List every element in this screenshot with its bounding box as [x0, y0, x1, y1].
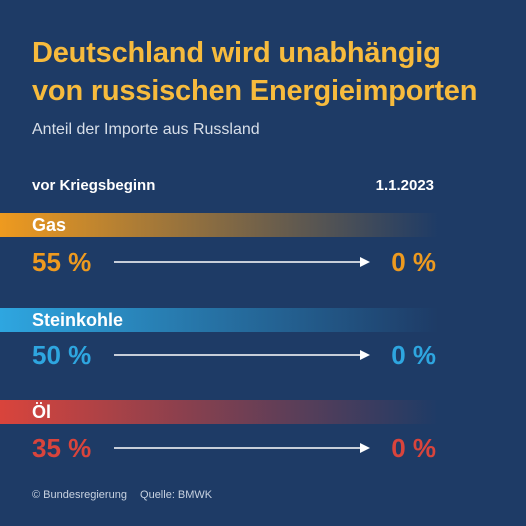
arrow-right-icon [114, 350, 370, 360]
energy-label: Öl [32, 402, 52, 422]
source-text: Quelle: BMWK [140, 489, 213, 501]
chart-subtitle: Anteil der Importe aus Russland [32, 121, 260, 138]
arrow-right-icon [114, 443, 370, 453]
title-line-2: von russischen Energieimporten [32, 75, 478, 107]
column-header-after: 1.1.2023 [375, 177, 434, 194]
energy-label: Steinkohle [32, 310, 124, 330]
arrow-right-icon [114, 257, 370, 267]
value-after: 0 % [391, 247, 436, 277]
column-header-before: vor Kriegsbeginn [32, 177, 156, 194]
value-after: 0 % [391, 433, 436, 463]
chart-title: Deutschland wird unabhängig von russisch… [32, 34, 477, 110]
energy-band-2 [0, 400, 438, 424]
energy-label: Gas [32, 215, 67, 235]
energy-band-1 [0, 308, 438, 332]
footer: © Bundesregierung Quelle: BMWK [32, 489, 222, 501]
title-line-1: Deutschland wird unabhängig [32, 37, 441, 69]
value-before: 55 % [32, 247, 92, 277]
value-after: 0 % [391, 340, 436, 370]
energy-band-0 [0, 213, 438, 237]
copyright-text: © Bundesregierung [32, 489, 127, 501]
value-before: 50 % [32, 340, 92, 370]
value-before: 35 % [32, 433, 92, 463]
